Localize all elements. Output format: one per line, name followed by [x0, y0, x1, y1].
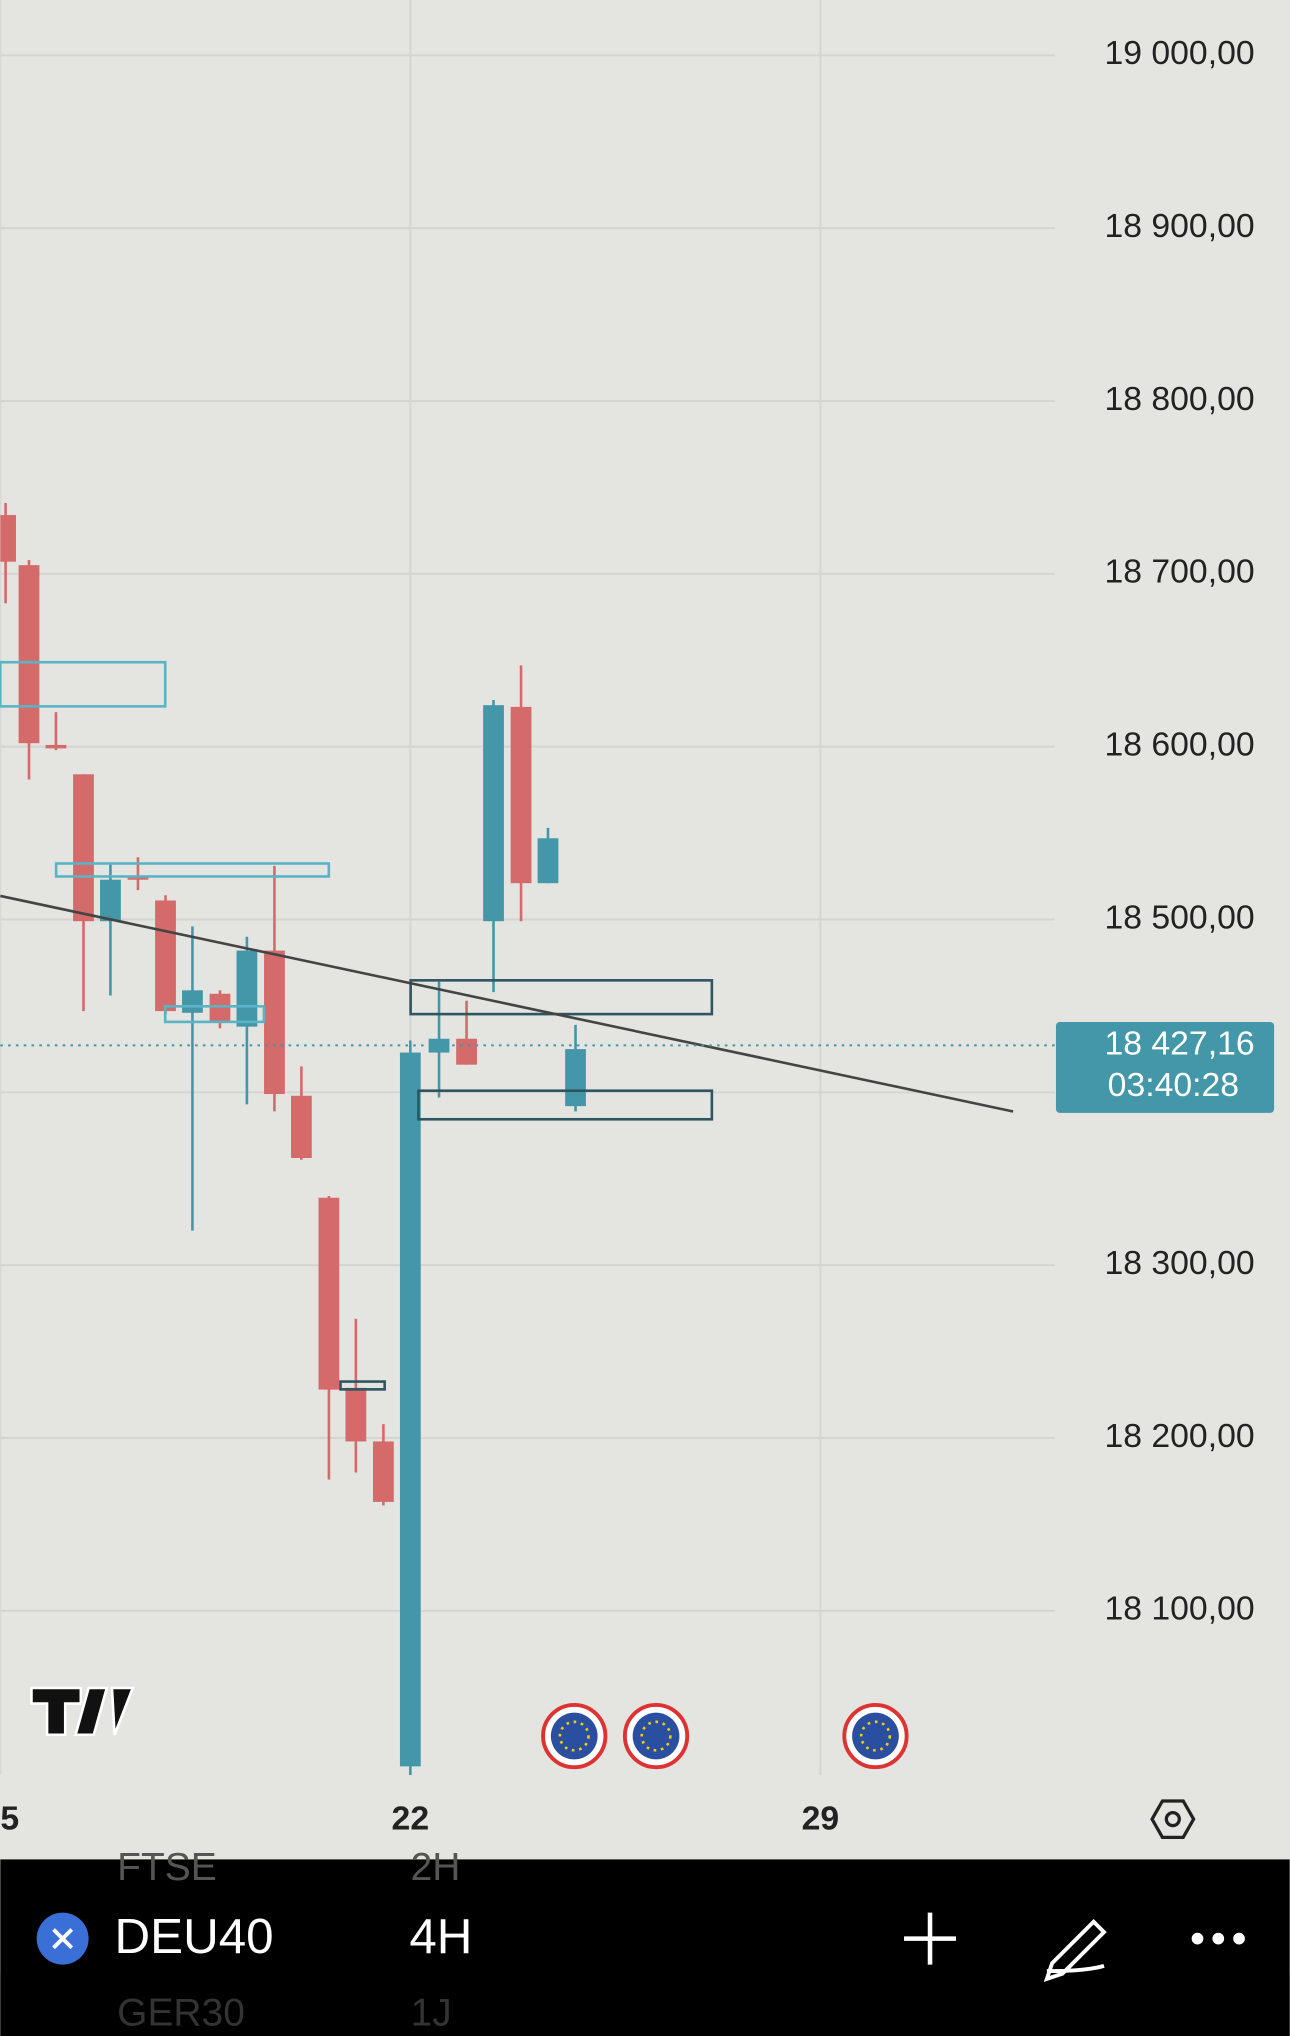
draw-button[interactable]: [1043, 1918, 1107, 1982]
symbol-icon: [36, 1912, 89, 1965]
candle-body: [318, 1197, 340, 1390]
more-button[interactable]: [1191, 1932, 1245, 1945]
zone-box: [54, 862, 331, 878]
toolbar: [0, 1859, 1290, 2036]
y-tick-label: 18 200,00: [1104, 1417, 1254, 1455]
trend-line: [0, 894, 1014, 1113]
y-tick-label: 18 700,00: [1104, 553, 1254, 591]
candle-body: [182, 990, 203, 1013]
candle-body: [100, 879, 121, 922]
candle-body: [373, 1441, 394, 1502]
countdown: 03:40:28: [1108, 1066, 1239, 1104]
candle-body: [483, 705, 504, 922]
interval-ghost: 1J: [411, 1992, 452, 2035]
y-tick-label: 18 300,00: [1104, 1244, 1254, 1282]
settings-button[interactable]: [1150, 1799, 1196, 1839]
candle-body: [456, 1038, 477, 1065]
x-tick-label: 22: [392, 1799, 430, 1837]
candle-body: [73, 774, 94, 922]
candle-body: [399, 1052, 421, 1767]
interval[interactable]: 4H: [409, 1909, 472, 1964]
fade: [0, 1973, 1290, 2036]
eu-event: [622, 1702, 690, 1770]
candle-body: [45, 744, 67, 749]
eu-event: [842, 1702, 909, 1770]
candles: [0, 502, 586, 1776]
x-tick-label: 15: [0, 1799, 19, 1837]
zone-box: [417, 1089, 714, 1121]
candle-body: [264, 950, 285, 1095]
add-button[interactable]: [904, 1912, 956, 1965]
y-tick-label: 19 000,00: [1104, 34, 1254, 72]
y-tick-label: 18 500,00: [1104, 898, 1254, 936]
zone-box: [339, 1380, 386, 1391]
candle-body: [0, 515, 16, 562]
candle-body: [537, 838, 559, 884]
price-badge: [1055, 1021, 1275, 1113]
y-tick-label: 18 600,00: [1104, 726, 1254, 764]
candle-body: [565, 1049, 586, 1107]
zone-box: [0, 660, 167, 708]
last-price: 18 427,16: [1104, 1024, 1254, 1062]
event-icons: [541, 1702, 909, 1770]
symbol-ghost: GER30: [117, 1992, 245, 2035]
y-tick-label: 18 100,00: [1104, 1590, 1254, 1628]
candle-body: [155, 900, 176, 1012]
candle-body: [290, 1095, 312, 1158]
candle-body: [18, 565, 40, 744]
drawings: [0, 660, 1014, 1391]
interval-ghost: 2H: [411, 1846, 461, 1889]
candle-body: [127, 876, 149, 880]
y-tick-label: 18 800,00: [1104, 380, 1254, 418]
zone-box: [163, 1005, 266, 1024]
candle-body: [236, 950, 258, 1027]
x-tick-label: 29: [802, 1799, 840, 1837]
price-label: 18 427,16 03:40:28: [1055, 1021, 1275, 1113]
background: [0, 0, 1289, 1859]
eu-event: [541, 1702, 608, 1770]
y-tick-label: 18 900,00: [1104, 207, 1254, 245]
logo: [30, 1686, 135, 1737]
candle-body: [209, 993, 231, 1022]
symbol[interactable]: DEU40: [115, 1909, 274, 1964]
candle-body: [345, 1387, 367, 1442]
candle-body: [510, 706, 532, 884]
symbol-ghost: FTSE: [117, 1846, 217, 1889]
